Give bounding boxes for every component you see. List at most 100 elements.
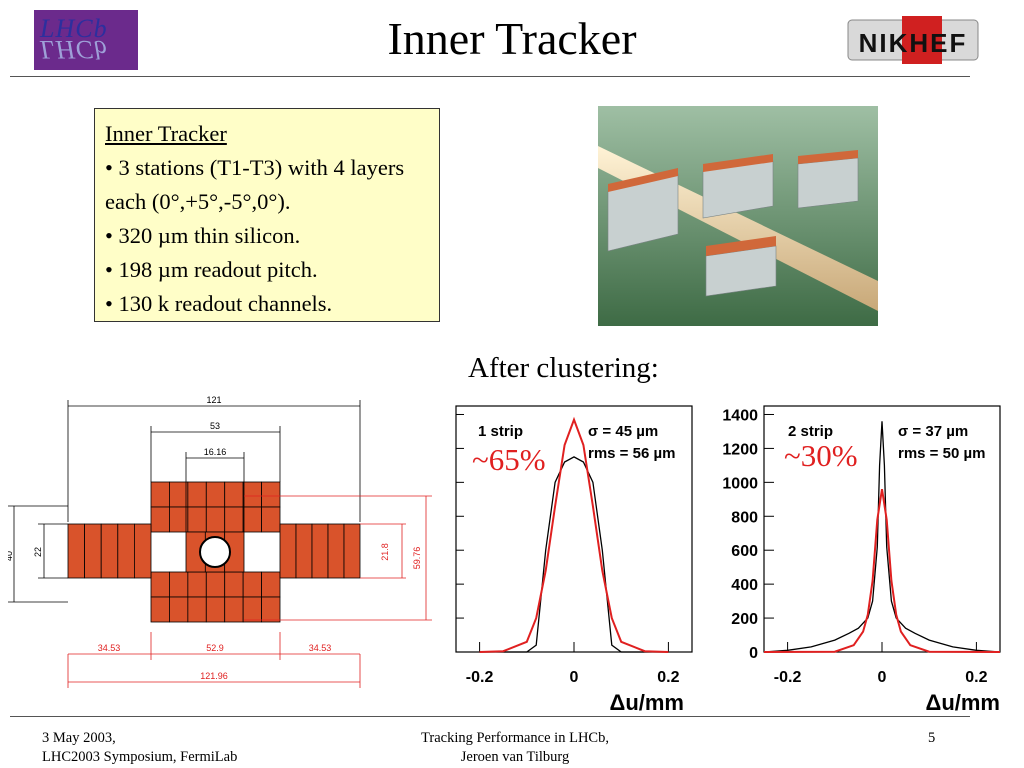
nikhef-logo: NIKHEF (847, 16, 979, 64)
bottom-sensor (150, 571, 170, 598)
right-sensor (343, 523, 361, 579)
nikhef-logo-text: NIKHEF (859, 28, 968, 58)
top-sensor (169, 506, 189, 533)
top-sensor (187, 481, 207, 508)
info-box-heading: Inner Tracker (105, 121, 227, 146)
x-tick-label: 0 (570, 669, 579, 686)
dim-22: 22 (33, 547, 43, 557)
bottom-sensor (187, 596, 207, 623)
bullet-pitch: • 198 µm readout pitch. (105, 257, 318, 282)
left-sensor (67, 523, 86, 579)
dim-59-76: 59.76 (412, 547, 422, 570)
y-tick-label: 600 (731, 543, 758, 560)
x-tick-label: -0.2 (466, 669, 494, 686)
right-sensor (311, 523, 329, 579)
bottom-sensor (224, 596, 244, 623)
plot1-series (479, 416, 669, 653)
top-sensor (187, 506, 207, 533)
y-tick-label: 1200 (722, 441, 758, 458)
bullet-channels: • 130 k readout channels. (105, 291, 333, 316)
top-sensor (224, 481, 244, 508)
left-sensor (134, 523, 152, 579)
plot1-xlabel: Δu/mm (610, 690, 685, 715)
red-dimension-lines (67, 495, 432, 688)
x-tick-label: 0.2 (965, 669, 987, 686)
dim-34-53-right: 34.53 (309, 643, 332, 653)
dim-40: 40 (8, 551, 14, 561)
x-tick-label: 0.2 (657, 669, 679, 686)
top-sensor (150, 481, 170, 508)
plot2-rms: rms = 50 µm (898, 445, 985, 462)
y-tick-label: 0 (749, 645, 758, 662)
top-sensor (242, 506, 262, 533)
top-sensor (261, 481, 281, 508)
top-sensor (224, 506, 244, 533)
plot2-series (763, 421, 1001, 653)
bottom-sensor (169, 596, 189, 623)
top-sensor (261, 506, 281, 533)
top-sensor (169, 481, 189, 508)
bottom-sensor (205, 571, 226, 598)
dim-121-96: 121.96 (200, 671, 228, 681)
y-tick-label: 800 (731, 509, 758, 526)
footer-date-venue: 3 May 2003, LHC2003 Symposium, FermiLab (42, 729, 237, 767)
bullet-stations: • 3 stations (T1-T3) with 4 layers each … (105, 155, 405, 214)
series-gaussian-fit (763, 488, 1001, 653)
bottom-sensor (261, 596, 281, 623)
bottom-sensor (205, 596, 226, 623)
black-dimension-lines (8, 400, 361, 603)
page-number: 5 (928, 730, 936, 746)
bottom-sensor (187, 571, 207, 598)
plot2-sigma: σ = 37 µm (898, 423, 968, 440)
plot1-sigma: σ = 45 µm (588, 423, 658, 440)
tracker-3d-rendering (598, 106, 878, 326)
footer-venue: LHC2003 Symposium, FermiLab (42, 749, 238, 765)
plot1-rms: rms = 56 µm (588, 445, 675, 462)
dim-34-53-left: 34.53 (98, 643, 121, 653)
series-gaussian-fit (479, 416, 669, 653)
dim-52-9: 52.9 (206, 643, 224, 653)
right-sensor (279, 523, 297, 579)
footer-author: Jeroen van Tilburg (460, 749, 570, 765)
top-sensor (150, 506, 170, 533)
annotation-65-percent: ~65% (472, 442, 546, 477)
footer-date: 3 May 2003, (42, 730, 116, 746)
bottom-sensor (224, 571, 244, 598)
left-sensor (84, 523, 102, 579)
top-sensor (242, 481, 262, 508)
bottom-sensor (150, 596, 170, 623)
title-divider (10, 76, 970, 77)
dim-21-8: 21.8 (380, 543, 390, 561)
bullet-silicon: • 320 µm thin silicon. (105, 223, 301, 248)
top-sensor (205, 506, 226, 533)
annotation-30-percent: ~30% (784, 438, 858, 473)
footer-talk-info: Tracking Performance in LHCb, Jeroen van… (380, 729, 650, 767)
residual-plot-1-strip: -0.2 0 0.2 1 strip σ = 45 µm rms = 56 µm Δ… (455, 405, 693, 715)
y-tick-label: 1400 (722, 407, 758, 424)
left-sensor (100, 523, 119, 579)
right-sensor (327, 523, 345, 579)
right-sensor (295, 523, 313, 579)
plot2-xlabel: Δu/mm (926, 690, 1001, 715)
x-tick-label: -0.2 (774, 669, 802, 686)
lhcb-logo: LHCb LHCb (34, 10, 138, 70)
detector-layout-drawing: 121 53 16.16 40 22 34.53 52.9 34.53 121.… (8, 395, 432, 688)
dim-121: 121 (206, 395, 221, 405)
x-tick-label: 0 (878, 669, 887, 686)
dim-53: 53 (210, 421, 220, 431)
y-tick-label: 200 (731, 611, 758, 628)
top-sensor (205, 481, 226, 508)
slide-title: Inner Tracker (387, 13, 637, 64)
y-tick-label: 1000 (722, 475, 758, 492)
bottom-sensor (242, 596, 262, 623)
left-sensor (117, 523, 135, 579)
beam-pipe-hole (199, 536, 231, 568)
series-histogram (479, 456, 669, 653)
bottom-sensor (242, 571, 262, 598)
lhcb-logo-text: LHCb (40, 14, 108, 43)
residual-plot-2-strip: -0.2 0 0.2 0 200 400 600 800 1000 1200 1400 2 stri… (722, 405, 1001, 715)
after-clustering-label: After clustering: (468, 352, 659, 384)
info-box: Inner Tracker • 3 stations (T1-T3) with … (94, 108, 440, 322)
series-histogram (763, 421, 1001, 653)
plot2-title: 2 strip (788, 423, 833, 440)
